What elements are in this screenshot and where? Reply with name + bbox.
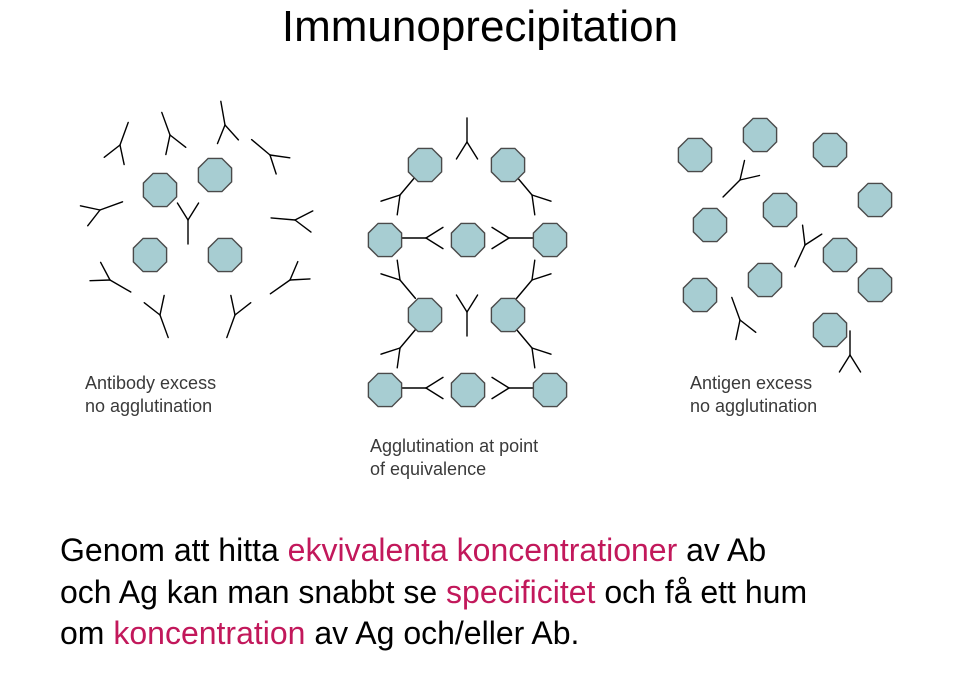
antigen-icon: [683, 278, 716, 311]
antigen-icon: [693, 208, 726, 241]
antigen-icon: [368, 223, 401, 256]
caption-highlight: ekvivalenta koncentrationer: [288, 532, 678, 568]
antigen-icon: [408, 298, 441, 331]
antibody-icon: [177, 203, 198, 244]
caption-highlight: koncentration: [113, 615, 305, 651]
antigen-icon: [408, 148, 441, 181]
label-line: no agglutination: [690, 396, 817, 416]
antibody-icon: [210, 100, 238, 144]
caption-text-span: Genom att hitta: [60, 532, 288, 568]
caption-line: och Ag kan man snabbt se specificitet oc…: [60, 572, 900, 614]
label-line: of equivalence: [370, 459, 486, 479]
caption-text-span: och få ett hum: [595, 574, 807, 610]
label-equivalence: Agglutination at point of equivalence: [370, 435, 538, 480]
antibody-icon: [264, 262, 310, 303]
label-line: no agglutination: [85, 396, 212, 416]
antigen-icon: [451, 223, 484, 256]
label-line: Agglutination at point: [370, 436, 538, 456]
antigen-icon: [743, 118, 776, 151]
caption-line: om koncentration av Ag och/eller Ab.: [60, 613, 900, 655]
caption-text: Genom att hitta ekvivalenta koncentratio…: [60, 530, 900, 655]
antigen-icon: [678, 138, 711, 171]
caption-text-span: om: [60, 615, 113, 651]
label-line: Antibody excess: [85, 373, 216, 393]
antibody-icon: [245, 131, 290, 174]
antigen-icon: [858, 183, 891, 216]
antibody-icon: [270, 207, 313, 232]
caption-text-span: av Ag och/eller Ab.: [305, 615, 579, 651]
antibody-icon: [785, 225, 822, 271]
antigen-icon: [491, 298, 524, 331]
antibody-icon: [144, 295, 178, 341]
caption-highlight: specificitet: [446, 574, 595, 610]
antibody-icon: [492, 377, 533, 398]
antigen-icon: [208, 238, 241, 271]
antigen-icon: [491, 148, 524, 181]
label-antibody-excess: Antibody excess no agglutination: [85, 372, 216, 417]
label-line: Antigen excess: [690, 373, 812, 393]
antigen-icon: [133, 238, 166, 271]
antigen-icon: [533, 223, 566, 256]
antibody-icon: [152, 109, 186, 155]
page-root: Immunoprecipitation Antibody excess no a…: [0, 0, 960, 698]
antigen-icon: [748, 263, 781, 296]
antigen-icon: [143, 173, 176, 206]
antigen-icon: [823, 238, 856, 271]
label-antigen-excess: Antigen excess no agglutination: [690, 372, 817, 417]
antigen-icon: [813, 133, 846, 166]
antibody-icon: [402, 227, 443, 248]
antigen-icon: [368, 373, 401, 406]
caption-text-span: av Ab: [677, 532, 766, 568]
antigen-icon: [813, 313, 846, 346]
antibody-icon: [90, 262, 136, 301]
antibody-icon: [716, 161, 760, 205]
caption-text-span: och Ag kan man snabbt se: [60, 574, 446, 610]
antibody-icon: [104, 119, 138, 165]
page-title: Immunoprecipitation: [0, 2, 960, 52]
diagram-area: Antibody excess no agglutination Aggluti…: [40, 80, 920, 480]
antigen-icon: [858, 268, 891, 301]
antigen-icon: [763, 193, 796, 226]
antibody-icon: [402, 377, 443, 398]
antibody-icon: [456, 295, 477, 336]
diagram-svg: [40, 80, 920, 480]
antigen-icon: [198, 158, 231, 191]
antibody-icon: [456, 118, 477, 159]
antibody-icon: [492, 227, 533, 248]
antibody-icon: [217, 295, 251, 341]
antigen-icon: [451, 373, 484, 406]
antibody-icon: [80, 192, 126, 226]
antigen-icon: [533, 373, 566, 406]
caption-line: Genom att hitta ekvivalenta koncentratio…: [60, 530, 900, 572]
antibody-icon: [722, 294, 756, 340]
